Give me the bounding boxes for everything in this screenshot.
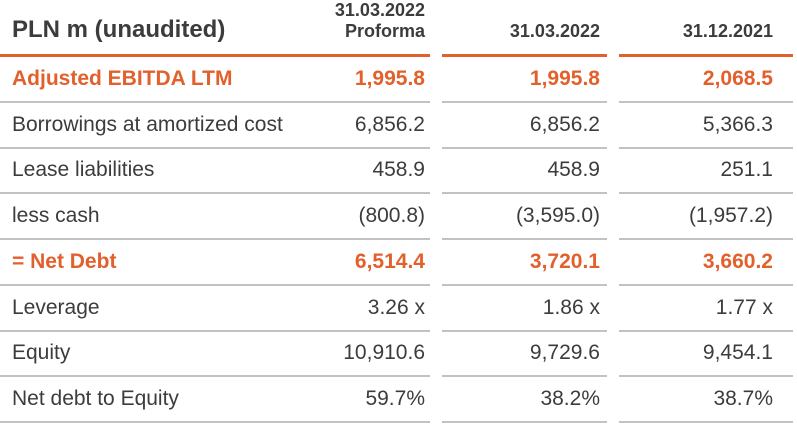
column-header-proforma: 31.03.2022 Proforma <box>335 0 430 42</box>
cell-value: 3,660.2 <box>702 249 773 273</box>
row-label: less cash <box>12 204 100 228</box>
cell-value: 1.86 x <box>542 295 600 319</box>
cell-value: 38.2% <box>540 387 600 411</box>
column-header-proforma-date: 31.03.2022 <box>334 0 425 20</box>
table-row-equity: Equity 10,910.6 9,729.6 9,454.1 <box>0 332 797 378</box>
cell-value: 458.9 <box>372 158 425 182</box>
cell-value: 3,720.1 <box>529 249 600 273</box>
row-label: Equity <box>12 341 71 365</box>
row-label: Adjusted EBITDA LTM <box>12 66 233 90</box>
cell-value: 6,856.2 <box>529 112 600 136</box>
table-row-net-debt: = Net Debt 6,514.4 3,720.1 3,660.2 <box>0 240 797 286</box>
table-row-less-cash: less cash (800.8) (3,595.0) (1,957.2) <box>0 194 797 240</box>
cell-value: 2,068.5 <box>702 66 773 90</box>
row-label: Lease liabilities <box>12 158 155 182</box>
cell-value: (1,957.2) <box>688 204 773 228</box>
header-block-31-12-2021: 31.12.2021 <box>619 0 793 57</box>
row-label: Leverage <box>12 295 100 319</box>
table-header-row: PLN m (unaudited) 31.03.2022 Proforma 31… <box>0 0 797 57</box>
cell-value: 10,910.6 <box>343 341 425 365</box>
column-header-31-03-2022: 31.03.2022 <box>509 21 600 41</box>
cell-value: 1,995.8 <box>529 66 600 90</box>
row-label: Borrowings at amortized cost <box>12 112 283 136</box>
row-label: = Net Debt <box>12 249 117 273</box>
cell-value: 1.77 x <box>715 295 773 319</box>
cell-value: 6,856.2 <box>354 112 425 136</box>
cell-value: (800.8) <box>358 204 425 228</box>
table-row-lease-liabilities: Lease liabilities 458.9 458.9 251.1 <box>0 149 797 195</box>
table-row-leverage: Leverage 3.26 x 1.86 x 1.77 x <box>0 286 797 332</box>
cell-value: 5,366.3 <box>702 112 773 136</box>
cell-value: 59.7% <box>365 387 425 411</box>
table-row-adjusted-ebitda-ltm: Adjusted EBITDA LTM 1,995.8 1,995.8 2,06… <box>0 57 797 103</box>
column-header-31-12-2021: 31.12.2021 <box>682 21 773 41</box>
column-header-proforma-subtitle: Proforma <box>344 21 425 41</box>
cell-value: (3,595.0) <box>515 204 600 228</box>
cell-value: 9,454.1 <box>702 341 773 365</box>
cell-value: 458.9 <box>547 158 600 182</box>
unit-label: PLN m (unaudited) <box>12 15 226 43</box>
cell-value: 251.1 <box>720 158 773 182</box>
table-row-borrowings: Borrowings at amortized cost 6,856.2 6,8… <box>0 103 797 149</box>
header-block-label-proforma: PLN m (unaudited) 31.03.2022 Proforma <box>0 0 430 57</box>
cell-value: 6,514.4 <box>354 249 425 273</box>
cell-value: 38.7% <box>713 387 773 411</box>
cell-value: 1,995.8 <box>354 66 425 90</box>
cell-value: 3.26 x <box>367 295 425 319</box>
row-label: Net debt to Equity <box>12 387 179 411</box>
table-row-net-debt-to-equity: Net debt to Equity 59.7% 38.2% 38.7% <box>0 377 797 423</box>
cell-value: 9,729.6 <box>529 341 600 365</box>
header-block-31-03-2022: 31.03.2022 <box>442 0 607 57</box>
